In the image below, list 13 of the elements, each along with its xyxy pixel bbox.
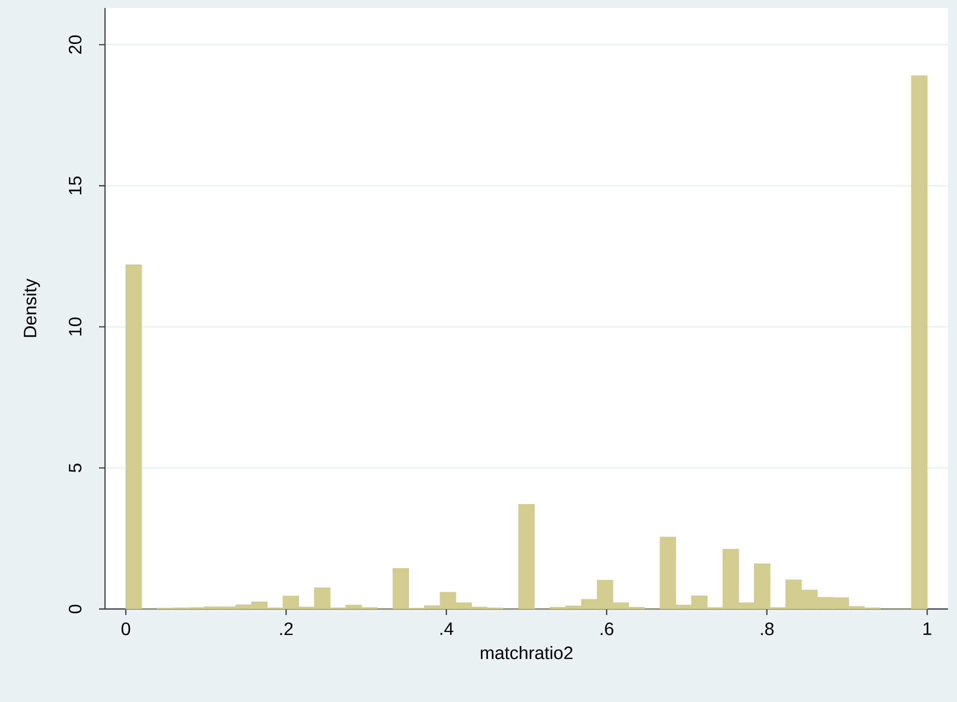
y-axis-title: Density [23, 278, 40, 337]
x-tick-label: 1 [924, 622, 932, 635]
x-tick-label: .2 [280, 622, 293, 636]
x-tick-label: 0 [122, 622, 130, 636]
y-tick-label: 10 [68, 318, 82, 336]
y-tick-label: 0 [68, 604, 82, 614]
x-tick-label: .4 [440, 622, 454, 635]
y-tick-label: 15 [68, 176, 82, 194]
x-tick-label: .8 [761, 622, 774, 636]
x-tick-label: .6 [600, 622, 614, 636]
x-axis-title: matchratio2 [480, 646, 572, 660]
y-tick-label: 20 [68, 35, 82, 54]
y-tick-label: 5 [68, 464, 82, 472]
